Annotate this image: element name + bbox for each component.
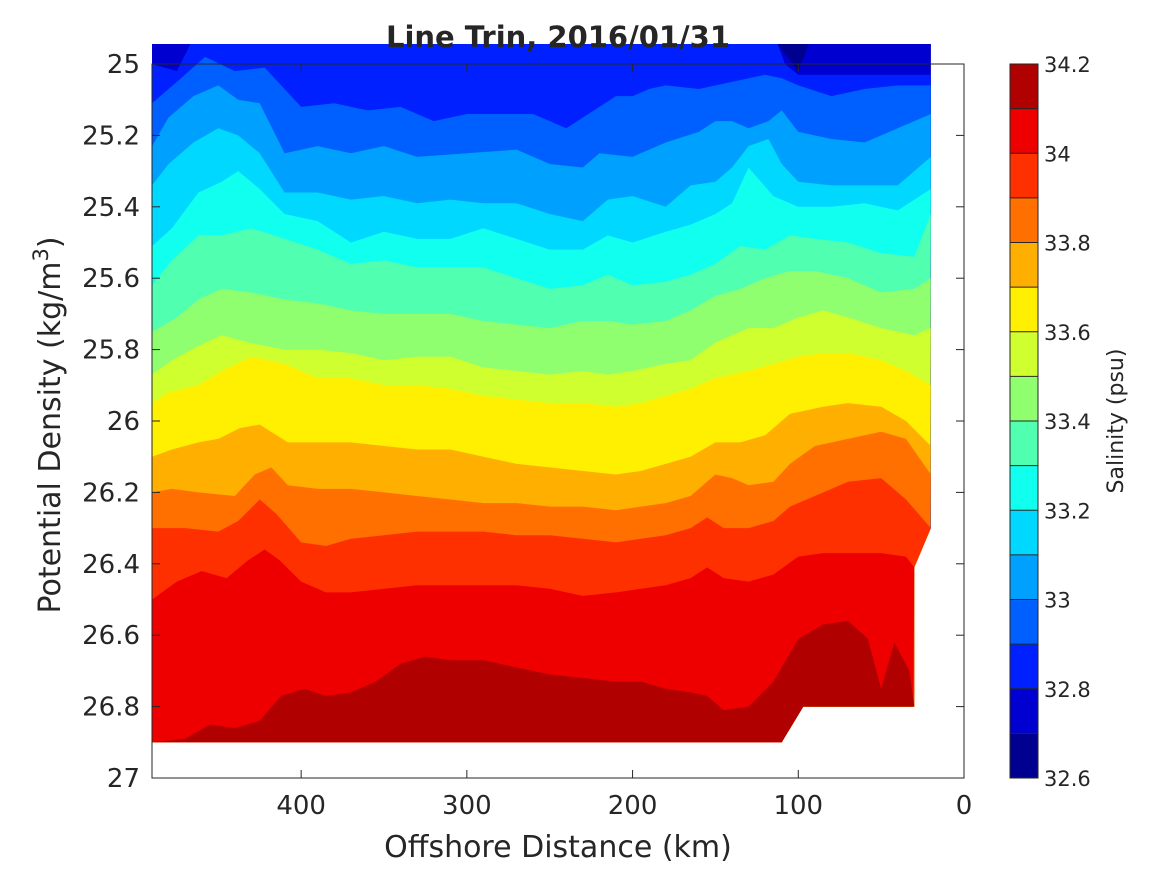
colorbar-swatch (1010, 465, 1038, 511)
colorbar-swatch (1010, 554, 1038, 600)
colorbar-swatch (1010, 287, 1038, 333)
y-tick-label: 26.6 (82, 621, 140, 651)
y-tick-label: 25.8 (82, 336, 140, 366)
y-axis-label-superscript: 3 (29, 248, 53, 261)
y-tick-label: 26.8 (82, 693, 140, 723)
colorbar-swatch (1010, 153, 1038, 199)
y-axis-label-close: ) (33, 236, 68, 248)
colorbar-swatch (1010, 331, 1038, 377)
y-tick-label: 26 (107, 407, 140, 437)
y-tick-label: 25.6 (82, 264, 140, 294)
salinity-band-34.1 (152, 620, 915, 743)
colorbar-swatch (1010, 197, 1038, 243)
colorbar-tick-label: 33.4 (1044, 410, 1091, 434)
colorbar-swatch (1010, 510, 1038, 556)
y-tick-label: 25 (107, 50, 140, 80)
colorbar-swatch (1010, 733, 1038, 779)
colorbar-swatch (1010, 108, 1038, 154)
chart-title: Line Trin, 2016/01/31 (386, 20, 730, 54)
y-axis: 25 25.2 25.4 25.6 25.8 26 26.2 26.4 26.6 26.8 27 (82, 50, 964, 794)
colorbar-label: Salinity (psu) (1104, 349, 1129, 494)
colorbar-tick-label: 34.2 (1044, 53, 1091, 77)
colorbar-tick-label: 34 (1044, 142, 1071, 166)
colorbar-frame (1009, 63, 1039, 779)
colorbar-swatch (1010, 688, 1038, 734)
colorbar-swatch (1010, 376, 1038, 422)
x-axis: 400 300 200 100 0 (276, 64, 972, 821)
colorbar-tick-label: 33.8 (1044, 232, 1091, 256)
colorbar-swatch (1010, 644, 1038, 690)
x-tick-label: 0 (956, 791, 973, 821)
colorbar-swatch (1010, 242, 1038, 288)
y-tick-label: 27 (107, 764, 140, 794)
colorbar-tick-label: 33.2 (1044, 499, 1091, 523)
colorbar-swatch (1010, 421, 1038, 467)
colorbar-tick-label: 33.6 (1044, 321, 1091, 345)
colorbar-swatch (1010, 599, 1038, 645)
y-tick-label: 25.4 (82, 193, 140, 223)
colorbar-tick-label: 33 (1044, 589, 1071, 613)
colorbar-tick-label: 32.8 (1044, 678, 1091, 702)
x-tick-label: 200 (608, 791, 658, 821)
x-tick-label: 100 (773, 791, 823, 821)
colorbar-tick-label: 32.6 (1044, 767, 1091, 791)
y-tick-label: 25.2 (82, 121, 140, 151)
contour-fill-layer (152, 44, 931, 743)
x-axis-label: Offshore Distance (km) (384, 830, 732, 865)
y-tick-label: 26.4 (82, 550, 140, 580)
y-axis-label: Potential Density (kg/m3) (29, 236, 68, 613)
x-tick-label: 400 (276, 791, 326, 821)
y-axis-label-text: Potential Density (kg/m (33, 262, 68, 614)
x-tick-label: 300 (442, 791, 492, 821)
y-tick-label: 26.2 (82, 478, 140, 508)
colorbar-swatch (1010, 64, 1038, 110)
colorbar: 32.6 32.8 33 33.2 33.4 33.6 33.8 34 34.2 (1009, 53, 1091, 791)
